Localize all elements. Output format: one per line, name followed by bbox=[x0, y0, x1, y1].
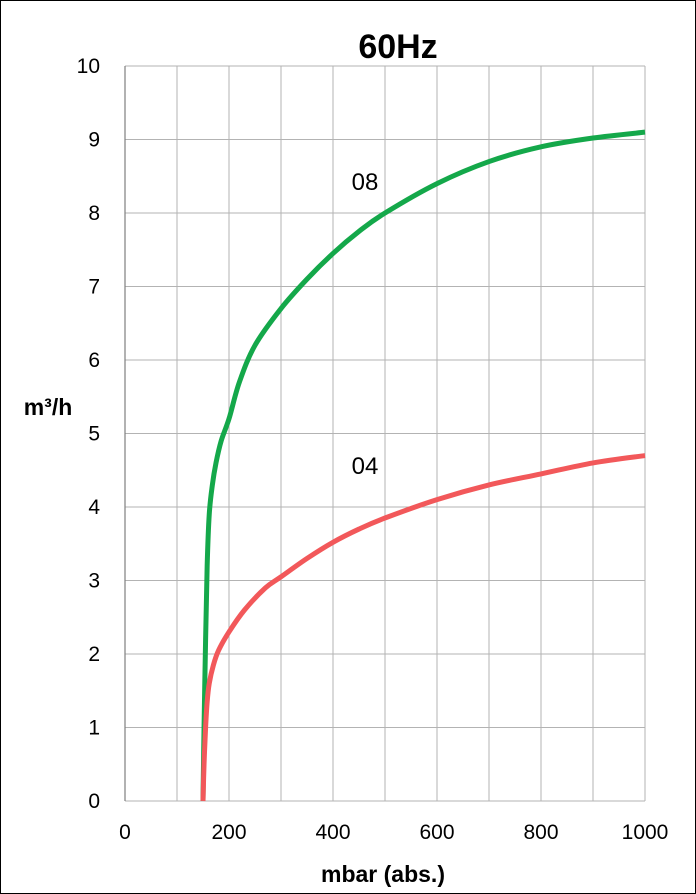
x-axis-label: mbar (abs.) bbox=[321, 861, 445, 887]
chart-title: 60Hz bbox=[358, 28, 437, 66]
y-tick-label: 8 bbox=[88, 202, 100, 225]
y-tick-label: 6 bbox=[88, 349, 100, 372]
series-label-08: 08 bbox=[352, 169, 379, 196]
series-line-08 bbox=[200, 129, 646, 802]
x-tick-label: 400 bbox=[315, 821, 350, 844]
y-tick-label: 2 bbox=[88, 643, 100, 666]
y-axis-label: m³/h bbox=[24, 394, 73, 420]
x-tick-label: 200 bbox=[211, 821, 246, 844]
y-tick-label: 7 bbox=[88, 276, 100, 299]
x-tick-label: 0 bbox=[119, 821, 131, 844]
y-tick-label: 0 bbox=[88, 790, 100, 813]
y-tick-label: 5 bbox=[88, 423, 100, 446]
y-tick-label: 1 bbox=[88, 717, 100, 740]
x-tick-label: 800 bbox=[523, 821, 558, 844]
tick-labels: 0 200 400 600 800 1000 0 1 2 3 4 5 6 7 8 9 10 bbox=[77, 55, 669, 844]
grid bbox=[124, 65, 646, 802]
series-line-04 bbox=[200, 453, 646, 802]
y-tick-label: 10 bbox=[77, 55, 100, 78]
y-tick-label: 4 bbox=[88, 496, 100, 519]
curves bbox=[200, 129, 646, 802]
x-tick-label: 1000 bbox=[622, 821, 669, 844]
y-tick-label: 9 bbox=[88, 129, 100, 152]
series-label-04: 04 bbox=[352, 453, 379, 480]
x-tick-label: 600 bbox=[419, 821, 454, 844]
y-tick-label: 3 bbox=[88, 570, 100, 593]
